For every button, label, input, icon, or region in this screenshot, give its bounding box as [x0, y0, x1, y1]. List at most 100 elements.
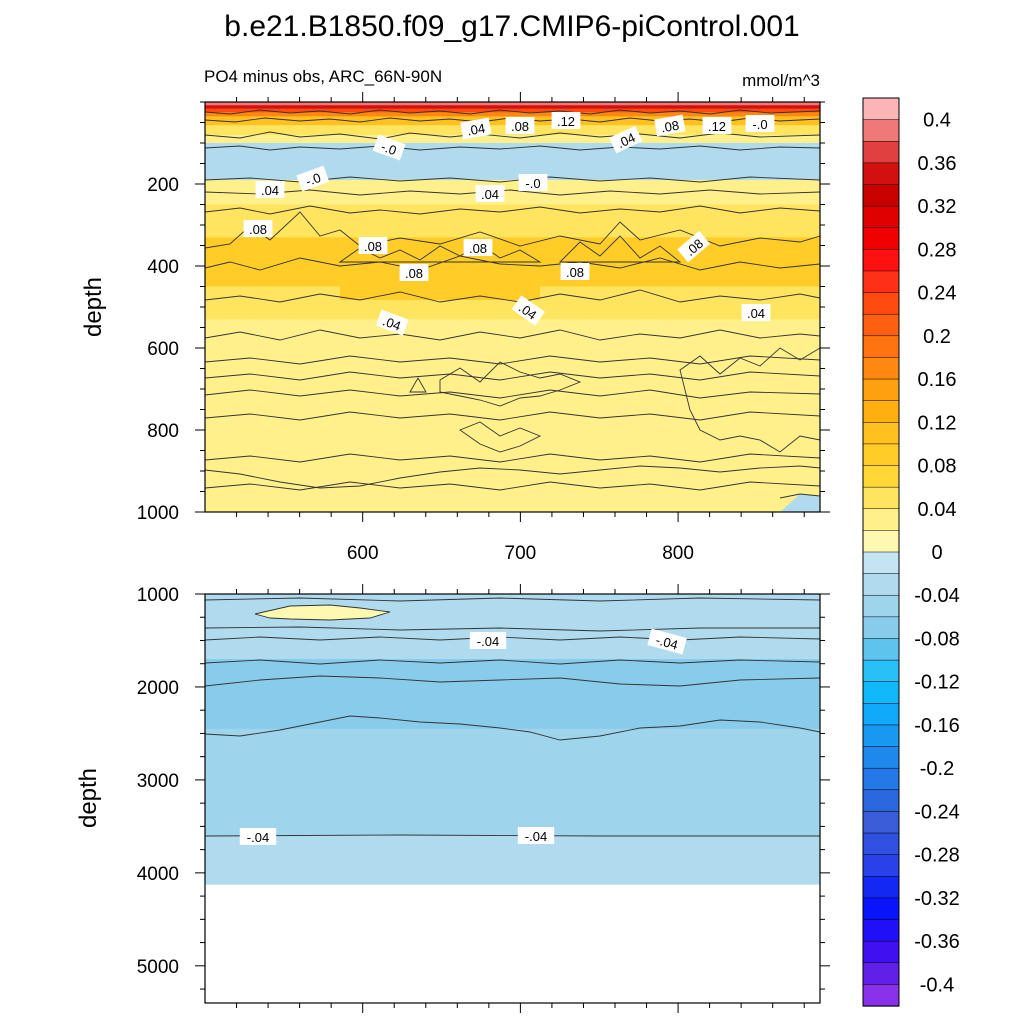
contour-label-text: .08	[364, 239, 382, 254]
colorbar-swatch	[862, 335, 900, 359]
colorbar-swatch	[862, 97, 900, 121]
depth-band	[205, 204, 820, 238]
depth-band	[205, 471, 820, 512]
anomaly-patch	[340, 244, 540, 300]
y-tick-label: 1000	[137, 503, 179, 524]
colorbar-swatch	[862, 119, 900, 142]
contour-label-text: -.04	[654, 632, 680, 652]
colorbar-swatch	[862, 486, 900, 510]
contour-label-bg	[551, 112, 581, 129]
colorbar-swatch	[862, 854, 900, 877]
colorbar-tick-label: 0.36	[918, 153, 957, 175]
colorbar-swatch	[862, 616, 900, 640]
colorbar-tick-label: 0.4	[923, 110, 951, 132]
lower-frame	[204, 593, 821, 1004]
upper-ylabel: depth	[80, 277, 107, 337]
colorbar-tick-label: -0.36	[914, 931, 960, 953]
contour-label-text: .04	[261, 183, 279, 198]
contour-label-bg	[647, 628, 687, 655]
contour-label-bg	[609, 125, 643, 154]
contour-label-bg	[741, 304, 771, 321]
anomaly-patch	[780, 494, 820, 512]
colorbar-swatch	[862, 270, 900, 294]
surface-band	[205, 102, 820, 106]
surface-band	[205, 105, 820, 110]
contour-label-text: -.04	[477, 634, 499, 649]
colorbar-swatch	[862, 746, 900, 769]
contour-label: -.0	[745, 115, 775, 132]
colorbar-tick-label: 0.12	[918, 412, 957, 434]
upper-panel: 200 400 600 800 1000 600 700 800 .04 .08 .12 -.0 .0…	[80, 92, 830, 564]
colorbar-tick-label: 0.32	[918, 196, 957, 218]
anomaly-patch	[460, 422, 540, 452]
colorbar-swatch	[862, 897, 900, 921]
colorbar-swatch	[862, 292, 900, 315]
colorbar-swatch	[862, 378, 900, 402]
contour-label-bg	[560, 263, 590, 280]
colorbar-swatch	[862, 638, 900, 661]
y-tick-label: 3000	[137, 771, 179, 792]
contour-label-text: -.0	[379, 139, 398, 158]
y-tick-label: 2000	[137, 678, 179, 699]
contour-label-text: .12	[557, 114, 575, 129]
y-tick-label: 4000	[137, 864, 179, 885]
contour-label-text: -.0	[752, 117, 767, 132]
contour-label-bg	[702, 117, 732, 134]
colorbar-swatch	[862, 919, 900, 942]
colorbar-tick-label: -0.04	[914, 585, 960, 607]
colorbar-swatch	[862, 140, 900, 164]
surface-band	[205, 108, 820, 113]
contour-label: .08	[399, 264, 429, 281]
lower-fill	[205, 594, 820, 885]
colorbar-swatch	[862, 940, 900, 964]
contour-label-bg	[518, 174, 548, 191]
subtitle-left: PO4 minus obs, ARC_66N-90N	[204, 67, 442, 86]
contour-label-bg	[517, 827, 555, 844]
contour-label: .12	[551, 112, 581, 129]
colorbar-swatch	[862, 984, 900, 1007]
contour-label: -.04	[517, 827, 555, 844]
colorbar-frame	[862, 97, 900, 1007]
contour-label-bg	[463, 239, 493, 256]
colorbar-tick-label: 0.24	[918, 283, 957, 305]
colorbar-swatch	[862, 703, 900, 726]
contour-label: .08	[463, 239, 493, 256]
contour-label-text: -.0	[525, 176, 540, 191]
contour-label-text: .08	[469, 241, 487, 256]
colorbar-swatch	[862, 357, 900, 380]
contour-label: .08	[654, 114, 686, 137]
contour-label-bg	[654, 114, 686, 137]
colorbar-tick-label: 0	[931, 542, 942, 564]
upper-fill	[205, 102, 820, 512]
lower-panel: 1000 2000 3000 4000 5000 -.04 -.04 -.04 -.04 de…	[75, 584, 830, 1013]
contour-label: -.0	[372, 134, 406, 161]
colorbar-tick-label: -0.32	[914, 888, 960, 910]
contour-label: -.0	[296, 165, 330, 192]
contour-label: .08	[560, 263, 590, 280]
contour-label-text: .04	[481, 187, 499, 202]
y-tick-label: 200	[147, 175, 179, 196]
contour-label-text: -.0	[303, 170, 322, 189]
contour-label-text: .04	[466, 121, 486, 139]
colorbar-swatch	[862, 227, 900, 250]
colorbar-swatch	[862, 594, 900, 618]
contour-label-text: .08	[660, 118, 680, 136]
colorbar-tick-label: -0.28	[914, 845, 960, 867]
contour-label: .04	[255, 181, 285, 198]
contour-label-bg	[255, 181, 285, 198]
colorbar-swatch	[862, 184, 900, 207]
contour-label-text: .08	[405, 266, 423, 281]
contour-label-text: .08	[249, 222, 267, 237]
upper-axes: 200 400 600 800 1000 600 700 800	[137, 92, 830, 564]
lower-axes: 1000 2000 3000 4000 5000	[137, 584, 830, 1013]
colorbar-swatch	[862, 832, 900, 856]
colorbar-swatch	[862, 465, 900, 488]
surface-band	[205, 112, 820, 117]
colorbar-tick-label: -0.08	[914, 628, 960, 650]
colorbar-tick-label: 0.16	[918, 369, 957, 391]
x-tick-label: 700	[505, 543, 537, 564]
depth-band	[205, 659, 820, 730]
contour-label-bg	[358, 237, 388, 254]
contour-label-bg	[745, 115, 775, 132]
contour-label: .08	[505, 117, 535, 134]
